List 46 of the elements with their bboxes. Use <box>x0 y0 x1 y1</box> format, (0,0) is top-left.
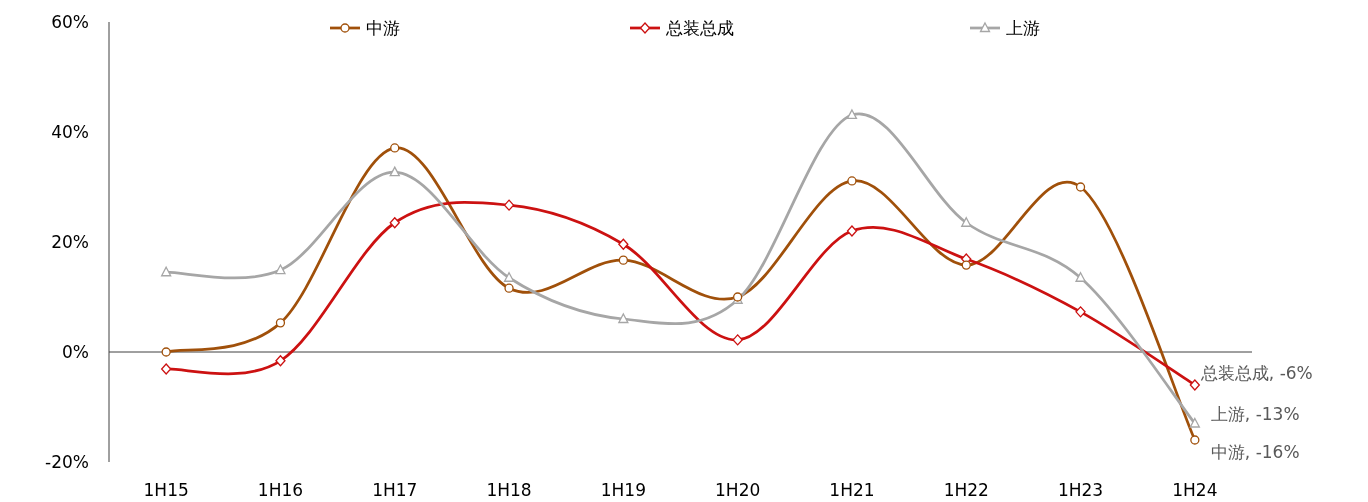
point <box>390 143 400 153</box>
point <box>1075 306 1086 318</box>
x-tick-label: 1H22 <box>943 480 989 500</box>
y-tick-label: 20% <box>51 232 89 252</box>
legend-label: 总装总成 <box>665 18 734 38</box>
point <box>618 238 629 250</box>
point <box>389 166 400 177</box>
point <box>846 109 858 120</box>
annotation: 中游, -16% <box>1210 442 1300 462</box>
y-tick-label: 40% <box>51 122 89 142</box>
point <box>1190 435 1200 445</box>
x-tick-label: 1H19 <box>600 480 646 500</box>
point <box>618 313 629 324</box>
point <box>1075 182 1086 192</box>
y-tick-label: 0% <box>62 342 89 362</box>
point <box>275 264 286 275</box>
x-tick-label: 1H16 <box>257 480 304 500</box>
x-tick-label: 1H24 <box>1172 480 1218 500</box>
y-tick-label: -20% <box>45 452 89 472</box>
legend-label: 上游 <box>1006 18 1040 38</box>
annotation: 总装总成, -6% <box>1199 363 1313 383</box>
legend-label: 中游 <box>366 18 400 38</box>
x-tick-label: 1H23 <box>1057 480 1104 500</box>
y-tick-label: 60% <box>51 12 89 32</box>
point <box>389 217 400 229</box>
point <box>961 260 971 270</box>
x-tick-label: 1H17 <box>372 480 418 500</box>
x-tick-label: 1H15 <box>143 480 189 500</box>
point <box>161 363 172 375</box>
x-tick-label: 1H21 <box>829 480 875 500</box>
point <box>503 199 515 211</box>
point <box>1075 272 1086 282</box>
point <box>1189 417 1200 428</box>
point <box>846 225 858 237</box>
point <box>504 283 514 293</box>
point <box>1189 379 1200 391</box>
point <box>275 355 286 367</box>
point <box>732 334 743 346</box>
x-tick-label: 1H20 <box>715 480 761 500</box>
point <box>275 318 286 328</box>
point <box>847 176 857 186</box>
annotation: 上游, -13% <box>1210 403 1300 424</box>
x-tick-label: 1H18 <box>486 480 532 500</box>
point <box>161 266 172 277</box>
point <box>618 255 628 265</box>
point <box>161 347 171 357</box>
